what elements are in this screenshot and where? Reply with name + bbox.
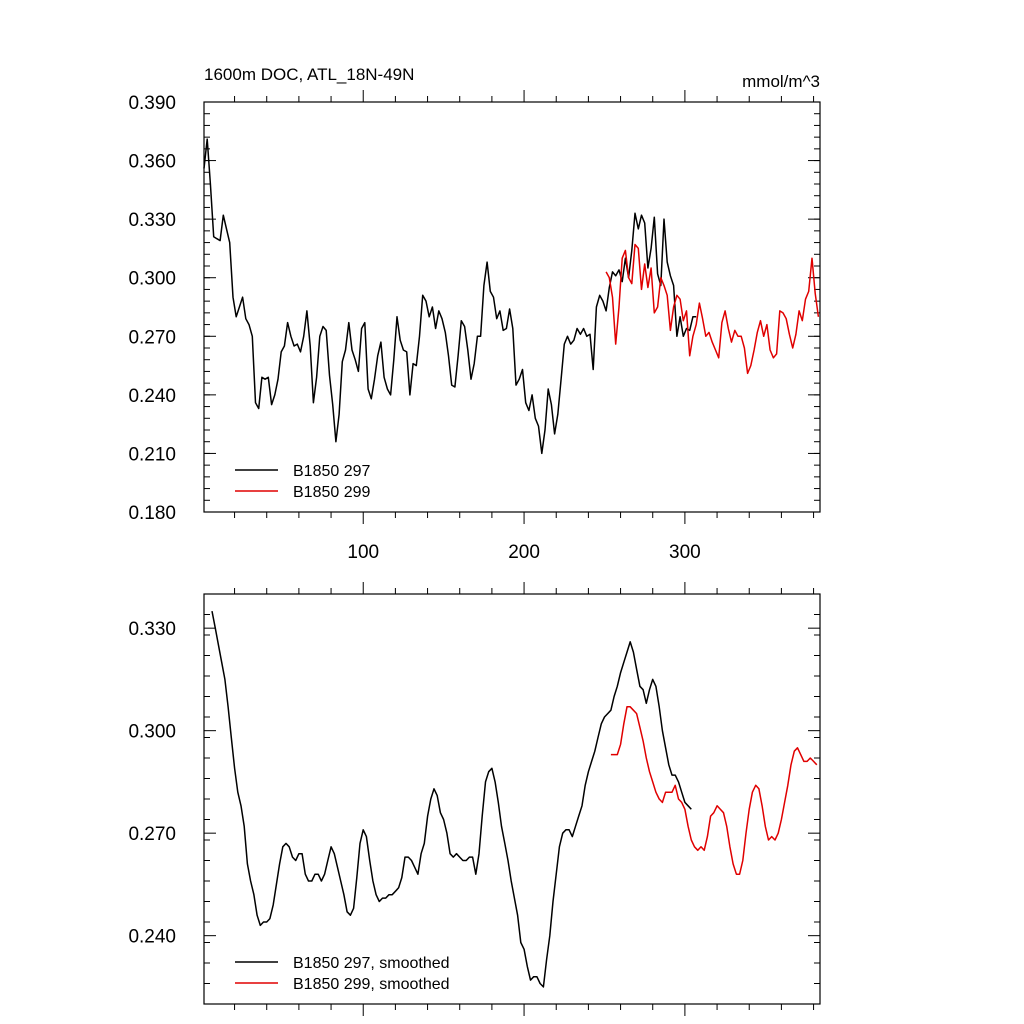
y-tick-label: 0.240 [128,927,176,948]
y-tick-label: 0.390 [128,93,176,114]
units-label: mmol/m^3 [742,72,820,91]
x-tick-label: 100 [347,542,379,563]
series-line-b1850-297 [211,610,692,988]
y-tick-label: 0.210 [128,444,176,465]
axis-ticks-bottom: 0.240 0.270 0.300 0.330 [128,582,820,1016]
y-tick-label: 0.360 [128,152,176,173]
legend-label-b1850-299: B1850 299 [293,484,371,501]
legend-label-b1850-297: B1850 297 [293,463,371,480]
legend-label-b1850-299-smoothed: B1850 299, smoothed [293,976,450,993]
panel-bottom: 0.240 0.270 0.300 0.330 B1850 297, smoothed… [128,582,821,1016]
chart-title: 1600m DOC, ATL_18N-49N [204,65,414,84]
legend-bottom: B1850 297, smoothed B1850 299, smoothed [235,955,450,993]
y-tick-label: 0.300 [128,722,176,743]
y-tick-label: 0.330 [128,619,176,640]
y-tick-label: 0.270 [128,327,176,348]
y-tick-label: 0.300 [128,269,176,290]
y-tick-label: 0.240 [128,386,176,407]
y-tick-label: 0.180 [128,503,176,524]
series-lines-top [203,138,820,455]
x-tick-label: 200 [508,542,540,563]
series-line-b1850-299 [605,243,820,375]
legend-label-b1850-297-smoothed: B1850 297, smoothed [293,955,450,972]
y-tick-label: 0.330 [128,210,176,231]
x-tick-label: 300 [669,542,701,563]
legend-top: B1850 297 B1850 299 [235,463,371,501]
axis-ticks-top: 0.180 0.210 0.240 0.270 0.300 0.330 0.360 0.390… [128,90,820,563]
series-line-b1850-299 [610,706,818,875]
series-lines-bottom [211,610,818,988]
series-line-b1850-297 [203,138,697,455]
plot-frame-top [203,101,821,513]
panel-top: 1600m DOC, ATL_18N-49N mmol/m^3 0.180 0.2… [128,65,821,563]
y-tick-label: 0.270 [128,824,176,845]
plot-frame-bottom [203,593,821,1005]
